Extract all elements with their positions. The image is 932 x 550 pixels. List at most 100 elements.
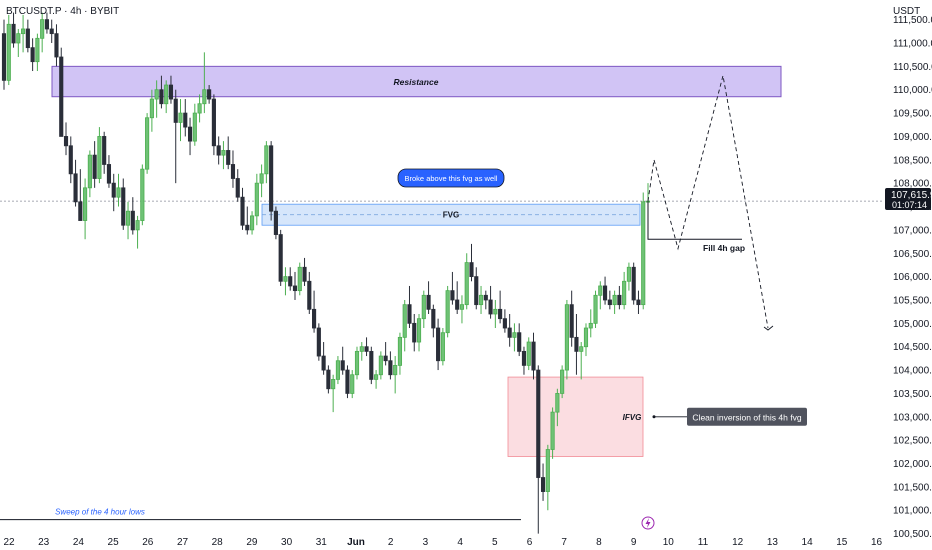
fill-gap-label: Fill 4h gap xyxy=(703,243,745,253)
candle-body xyxy=(106,164,112,184)
candle xyxy=(149,89,154,132)
candle-body xyxy=(321,355,326,371)
candle-body xyxy=(273,210,278,235)
candle-body xyxy=(30,47,35,63)
candle xyxy=(431,304,436,338)
candle xyxy=(445,285,450,338)
candle-body xyxy=(478,294,484,306)
projection-arrow-head xyxy=(763,325,774,331)
candle xyxy=(555,388,560,427)
candle-body xyxy=(626,266,631,282)
candle-body xyxy=(192,112,197,142)
candle xyxy=(106,155,112,188)
candle xyxy=(63,122,69,156)
candle xyxy=(622,271,627,310)
candle xyxy=(192,103,197,146)
candle-body xyxy=(622,280,627,306)
candle xyxy=(68,136,73,184)
candle-body xyxy=(44,19,50,30)
candle-body xyxy=(78,201,83,221)
candle-body xyxy=(102,136,107,165)
candle-body xyxy=(369,350,374,380)
candle xyxy=(526,337,531,371)
candle xyxy=(44,12,50,34)
candle xyxy=(154,80,159,118)
price-axis[interactable] xyxy=(884,0,932,550)
candle xyxy=(478,285,484,314)
candle-body xyxy=(602,285,608,301)
candle-body xyxy=(579,346,584,352)
lightning-icon[interactable] xyxy=(641,516,655,530)
candle xyxy=(340,346,345,375)
y-tick-label: 104,500.0 xyxy=(893,342,932,353)
broke-above-label: Broke above this fvg as well xyxy=(405,174,498,183)
candle xyxy=(607,290,612,310)
candle xyxy=(378,351,383,380)
price-tag: 107,615.9 01:07:14 xyxy=(885,188,932,210)
candle-body xyxy=(226,150,231,165)
candle xyxy=(254,173,259,226)
y-tick-label: 108,500.0 xyxy=(893,155,932,166)
candle-body xyxy=(536,369,541,478)
candle xyxy=(111,173,116,212)
sweep-label: Sweep of the 4 hour lows xyxy=(55,508,145,517)
candle xyxy=(78,169,83,221)
candle-body xyxy=(221,150,226,156)
candle xyxy=(421,290,426,329)
y-axis: 100,500.0 101,000.0 101,500.0 102,000.0 102,… xyxy=(893,15,932,540)
candle-body xyxy=(11,23,16,44)
candle xyxy=(83,178,88,240)
candle-body xyxy=(412,322,417,343)
candle-body xyxy=(498,308,503,320)
candle xyxy=(16,28,21,58)
candle-body xyxy=(59,56,64,137)
candle xyxy=(331,374,336,413)
x-tick-label: 26 xyxy=(142,537,154,548)
candle xyxy=(316,323,321,361)
x-tick-label: 15 xyxy=(836,537,848,548)
candle xyxy=(102,131,107,174)
candle-body xyxy=(502,318,507,329)
candle xyxy=(502,309,507,333)
candle-body xyxy=(641,201,646,306)
candle xyxy=(560,365,565,399)
candle-body xyxy=(97,136,102,179)
candle-body xyxy=(6,23,11,81)
x-tick-label: 12 xyxy=(732,537,744,548)
clean-inversion-label: Clean inversion of this 4h fvg xyxy=(692,412,801,422)
candle-body xyxy=(87,154,92,189)
ifvg-label: IFVG xyxy=(623,413,642,422)
candle-body xyxy=(125,210,131,226)
broke-above-box xyxy=(397,168,505,188)
y-tick-label: 110,000.0 xyxy=(893,85,932,96)
candle xyxy=(278,229,283,286)
candle xyxy=(335,356,340,385)
candle-body xyxy=(49,28,54,35)
candle xyxy=(240,187,245,230)
candle-body xyxy=(393,364,398,376)
candle-body xyxy=(617,294,622,306)
candle-body xyxy=(135,220,140,231)
candle xyxy=(59,47,64,137)
candle xyxy=(474,267,479,310)
candle xyxy=(235,169,240,202)
candle xyxy=(125,201,131,240)
candle-body xyxy=(493,308,498,315)
candle-body xyxy=(588,322,593,329)
candle xyxy=(388,351,393,380)
candle-body xyxy=(345,369,350,394)
clean-inversion-callout: Clean inversion of this 4h fvg xyxy=(687,407,807,426)
x-axis[interactable]: 22 23 24 25 26 27 28 29 30 31 Jun 2 3 4 5 6 7 8 9 10 11 12 13 1… xyxy=(3,537,882,548)
candle-body xyxy=(593,294,598,324)
candle-body xyxy=(121,187,126,226)
symbol-title: BTCUSDT.P · 4h · BYBIT xyxy=(6,6,119,17)
candle xyxy=(626,262,631,291)
candle-body xyxy=(574,336,579,352)
candle xyxy=(483,290,488,310)
y-tick-label: 110,500.0 xyxy=(893,62,932,73)
candle-body xyxy=(445,290,450,334)
candle-body xyxy=(278,234,283,282)
candle xyxy=(369,346,374,385)
candle xyxy=(216,136,221,165)
